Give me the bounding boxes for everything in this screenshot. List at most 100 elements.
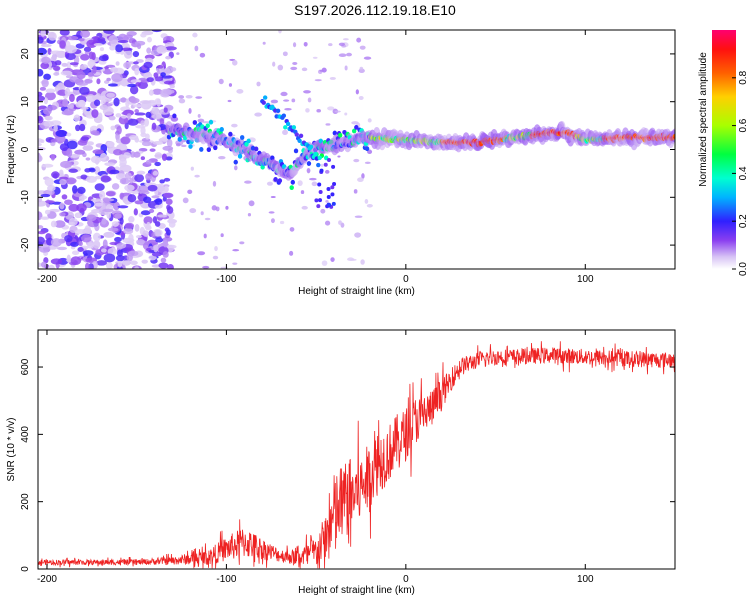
spectrogram-cell [355,89,359,95]
spectrogram-cell [326,187,331,192]
spectrogram-cell [123,61,132,69]
spectrogram-cell [44,177,54,187]
spectrogram-cell [213,145,218,151]
spectrogram-cell [38,262,42,268]
spectrogram-cell [239,135,245,140]
spectrogram-cell [152,216,158,224]
spectrogram-cell [337,132,343,138]
spectrogram-cell [326,195,331,200]
spectrogram-cell [246,138,251,144]
spectrogram-cell [66,35,79,41]
spectrogram-cell [129,177,134,184]
spectrogram-cell [153,244,159,253]
spectrogram-cell [248,200,255,207]
spectrogram-cell [76,71,86,80]
spectrogram-cell [54,60,62,66]
spectrogram-cell [134,67,140,76]
spectrogram-cell [275,108,281,114]
spectrogram-cell [124,122,129,130]
spectrogram-cell [79,123,86,132]
snr-x-ticks: -200 -100 0 100 [37,330,594,585]
spectrogram-cell [186,139,191,145]
spectrogram-cell [59,143,69,152]
spectrogram-cell [44,115,53,121]
spectrogram-cell [107,227,119,232]
spectrogram-cell [156,46,167,54]
spectrogram-cell [290,66,298,71]
x-tick-label: 0 [403,574,409,585]
spectrogram-cell [59,202,65,210]
spectrogram-cell [247,213,252,217]
spectrogram-cell [74,212,83,219]
spectrogram-cell [354,124,359,130]
spectrogram-cell [190,166,194,171]
spectrogram-cell [115,61,120,66]
y-tick-label: -10 [20,190,31,205]
spectrogram-cell [47,185,56,192]
spectrogram-cell [188,107,192,114]
spectrogram-cell [115,113,122,118]
spectrogram-cell [151,30,163,33]
spectrogram-cell [145,111,152,119]
spectrogram-cell [324,220,331,226]
spectrogram-cell [281,113,287,118]
spectrogram-cell [88,263,94,269]
spectrogram-cell [364,161,371,165]
spectrogram-cell [154,204,163,209]
spectrogram-cell [143,61,153,69]
spectrogram-cell [167,264,174,269]
spectrogram-cell [64,87,71,97]
spectrogram-cell [351,128,357,134]
spectrogram-cell [38,230,46,235]
spectrogram-cell [109,169,120,175]
spectrogram-cell [84,78,93,84]
spectrogram-cell [316,162,321,168]
spectrogram-cell [38,36,44,44]
spectrogram-cell [303,41,308,47]
snr-series-line [37,341,676,569]
spectrogram-cell [146,47,152,54]
spectrogram-cell [330,257,335,262]
spectrogram-cell [65,177,77,185]
spectrogram-cell [121,115,127,119]
spectrogram-cell [182,197,189,204]
spectrogram-cell [38,153,41,162]
spectrogram-cell [237,153,243,159]
spectrogram-cell [112,201,120,211]
spectrogram-cell [92,208,100,213]
spectrogram-cell [43,73,52,81]
colorbar-tick-label: 0.8 [738,70,749,84]
spectrogram-cell [92,232,101,242]
spectrogram-cell [262,41,266,45]
spectrogram-cell [137,43,142,50]
spectrogram-cell [289,185,294,191]
spectrogram-cell [114,213,122,219]
spectrogram-cell [212,255,219,260]
spectrogram-cell [151,113,162,120]
spectrogram-cell [59,176,69,180]
spectrogram-cell [165,198,173,205]
spectrogram-cell [163,192,174,199]
spectrogram-cell [292,61,298,66]
spectrogram-cell [291,98,296,103]
spectrogram-cell [168,221,176,228]
spectrogram-cell [103,66,109,70]
spectrogram-cell [157,214,168,218]
spectrogram-cell [166,138,173,148]
spectrogram-cell [285,121,291,127]
x-tick-label: 100 [577,574,594,585]
spectrogram-cell [50,50,62,55]
spectrogram-cell [334,110,341,113]
spectrogram-cell [151,195,160,199]
spectrogram-cell [165,55,172,60]
spectrogram-cell [99,47,105,52]
spectrogram-cell [172,113,177,119]
snr-plot-area [38,330,675,569]
spectrogram-cell [212,180,217,187]
spectrogram-cell [154,98,161,103]
y-tick-label: 10 [20,96,31,108]
spectrogram-cell [160,72,166,77]
spectrogram-cell [68,203,79,212]
spectrogram-cell [113,149,123,156]
spectrogram-cell [270,218,275,224]
